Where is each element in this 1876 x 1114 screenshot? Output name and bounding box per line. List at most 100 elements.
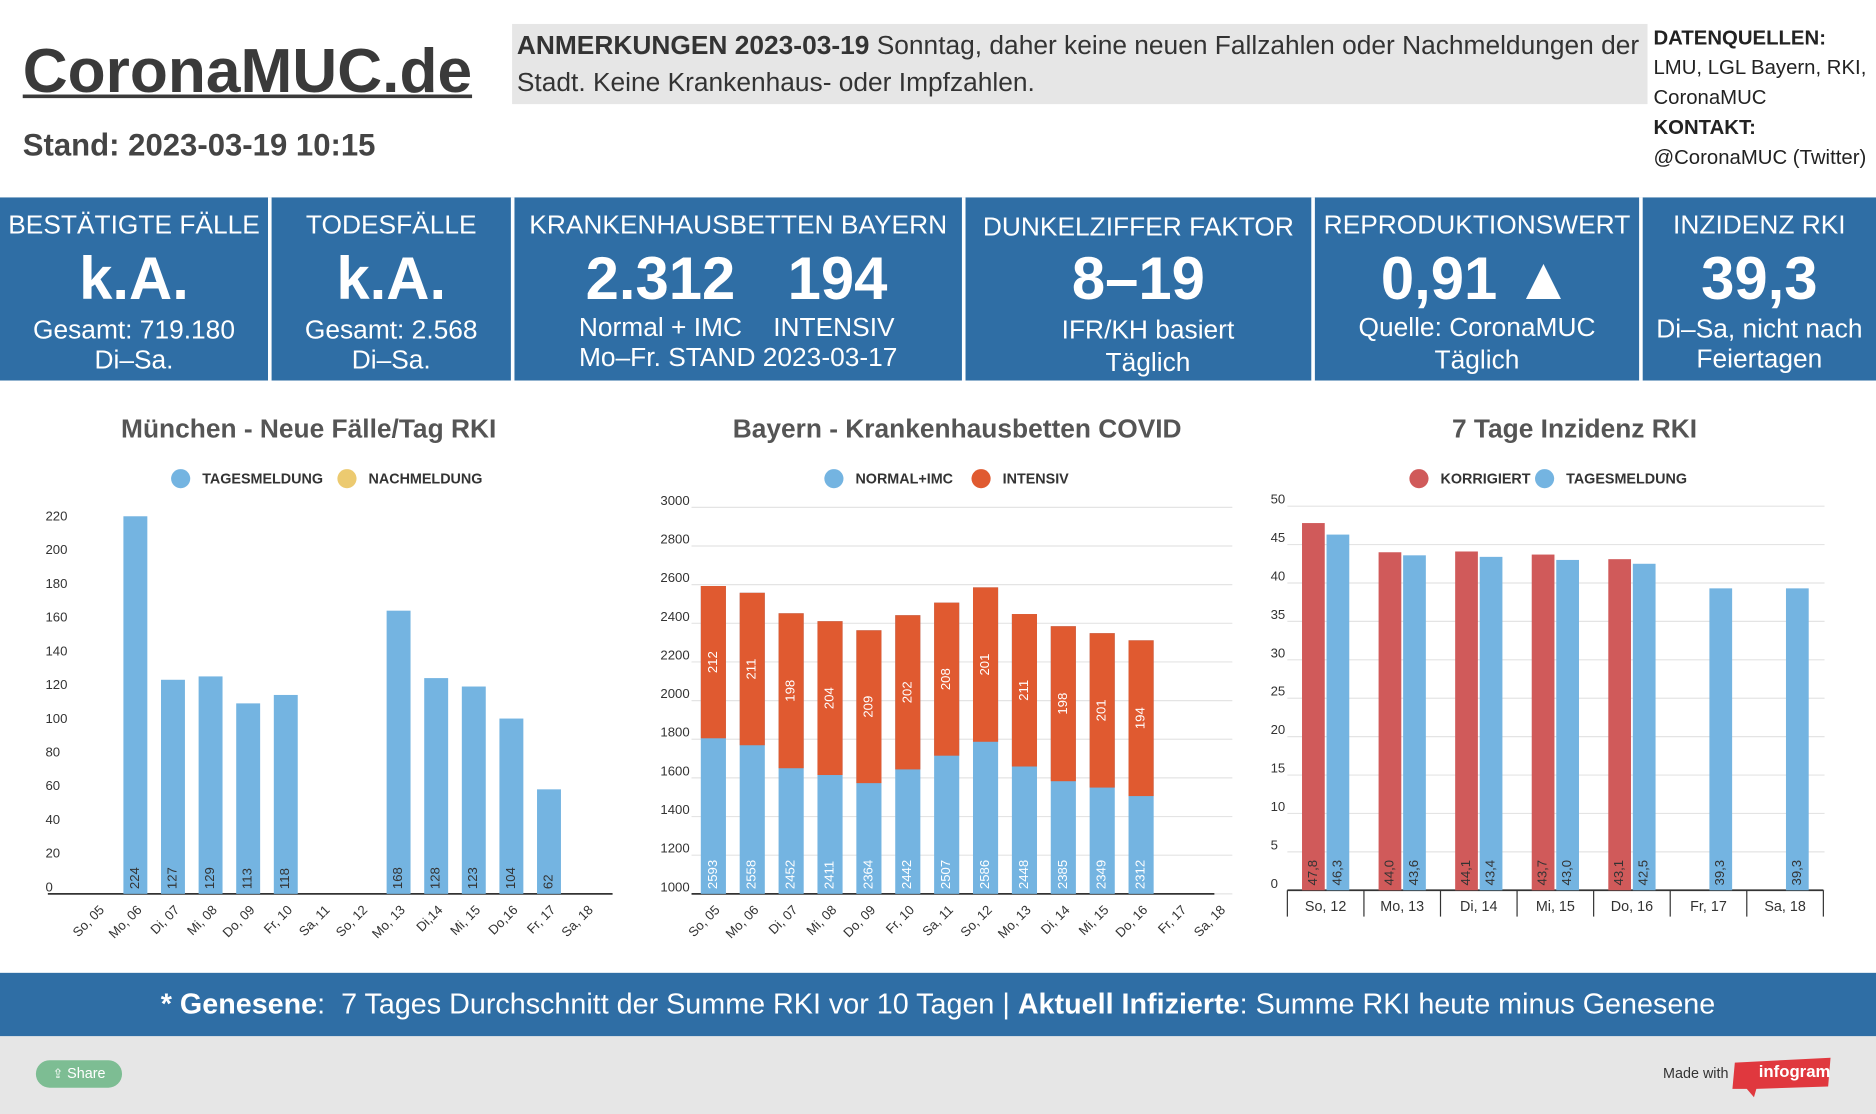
value-label: 62 xyxy=(540,874,555,889)
x-tick-label: Mi, 08 xyxy=(803,902,839,938)
value-label: 209 xyxy=(860,696,875,718)
x-tick-label: Mi, 15 xyxy=(1076,902,1112,938)
y-tick-label: 20 xyxy=(1271,722,1286,737)
value-label: 2364 xyxy=(860,860,875,889)
bar xyxy=(817,621,843,776)
legend-label: TAGESMELDUNG xyxy=(1566,472,1687,488)
brand[interactable]: infogram xyxy=(1758,1061,1831,1081)
bar xyxy=(972,587,999,742)
separator xyxy=(1639,197,1643,381)
y-tick-label: 0 xyxy=(45,879,52,894)
footer-text: : 7 Tages Durchschnitt der Summe RKI vor… xyxy=(317,988,1018,1021)
bar xyxy=(856,630,882,784)
bar xyxy=(537,789,561,894)
kpi: KRANKENHAUSBETTEN BAYERN 2.312 194 Norma… xyxy=(514,197,961,380)
separator xyxy=(510,197,515,381)
kpi-title: DUNKELZIFFER FAKTOR xyxy=(982,211,1294,242)
value-label: 198 xyxy=(1055,693,1070,715)
y-tick-label: 20 xyxy=(45,846,60,861)
y-tick-label: 2200 xyxy=(660,647,689,662)
value-label: 2411 xyxy=(821,861,836,889)
site-title[interactable]: CoronaMUC.de xyxy=(22,37,473,107)
bar xyxy=(1785,588,1809,891)
value-label: 43,4 xyxy=(1483,860,1498,886)
value-label: 44,1 xyxy=(1458,860,1473,886)
share-button[interactable]: ⇪ Share xyxy=(35,1060,123,1088)
x-tick-label: Mo, 13 xyxy=(995,902,1034,941)
x-tick-label: Do, 16 xyxy=(1112,902,1150,940)
sources-text: LMU, LGL Bayern, RKI, CoronaMUC xyxy=(1653,56,1867,109)
notes-label: ANMERKUNGEN 2023-03-19 xyxy=(516,29,870,60)
kpi-caption: INTENSIV xyxy=(773,312,895,343)
share-label: Share xyxy=(67,1064,106,1082)
kpi-title: KRANKENHAUSBETTEN BAYERN xyxy=(529,209,948,240)
bar xyxy=(386,610,411,894)
value-label: 2349 xyxy=(1094,860,1109,889)
bar xyxy=(1050,626,1076,782)
value-label: 123 xyxy=(465,867,480,889)
legend-label: NACHMELDUNG xyxy=(369,472,483,488)
y-tick-label: 1200 xyxy=(660,841,689,856)
bar xyxy=(236,703,261,894)
bar xyxy=(1632,563,1656,891)
value-label: 198 xyxy=(783,680,798,702)
value-label: 104 xyxy=(503,867,518,889)
y-tick-label: 35 xyxy=(1271,607,1286,622)
kpi: BESTÄTIGTE FÄLLE k.A. Gesamt: 719.180 Di… xyxy=(0,197,268,380)
kpi-title: BESTÄTIGTE FÄLLE xyxy=(8,209,260,240)
value-label: 43,7 xyxy=(1535,860,1550,886)
value-label: 44,0 xyxy=(1381,860,1396,886)
y-tick-label: 40 xyxy=(1271,568,1286,583)
separator xyxy=(961,197,966,381)
legend-label: KORRIGIERT xyxy=(1441,472,1531,488)
notes-text: Sonntag, daher keine neuen Fallzahlen od… xyxy=(516,29,1640,97)
x-tick-label: Fr, 10 xyxy=(883,902,917,936)
value-label: 2507 xyxy=(938,860,953,889)
legend-label: NORMAL+IMC xyxy=(855,472,953,488)
brand-logo[interactable] xyxy=(1730,1055,1833,1098)
value-label: 212 xyxy=(705,651,720,673)
sources: DATENQUELLEN: LMU, LGL Bayern, RKI, Coro… xyxy=(1653,23,1868,173)
x-tick-label: Do,16 xyxy=(485,902,520,937)
x-tick-label: Sa, 11 xyxy=(919,902,956,939)
y-tick-label: 2000 xyxy=(660,686,689,701)
y-tick-label: 160 xyxy=(45,610,67,625)
value-label: 46,3 xyxy=(1329,860,1344,886)
value-label: 2452 xyxy=(783,860,798,889)
bar xyxy=(700,586,726,739)
x-tick-label: So, 05 xyxy=(685,902,723,940)
kpi-line: Gesamt: 719.180 xyxy=(33,314,235,345)
x-tick-label: Do, 09 xyxy=(840,902,878,940)
kpi-title: TODESFÄLLE xyxy=(305,209,477,240)
x-tick-label: Sa, 18 xyxy=(558,902,596,940)
bar xyxy=(1531,554,1555,891)
y-tick-label: 120 xyxy=(45,677,67,692)
bar xyxy=(1403,555,1426,891)
legend-label: INTENSIV xyxy=(1003,472,1070,488)
bar xyxy=(1455,551,1478,891)
value-label: 2312 xyxy=(1133,860,1148,889)
value-label: 2442 xyxy=(899,860,914,889)
x-tick-label: Mo, 13 xyxy=(1380,899,1424,915)
kpi-line: IFR/KH basiert xyxy=(1061,314,1235,345)
value-label: 43,1 xyxy=(1611,860,1626,886)
kpi-value: k.A. xyxy=(79,245,189,313)
value-label: 43,0 xyxy=(1559,860,1574,886)
kpi-value: 8–19 xyxy=(1071,245,1205,313)
y-tick-label: 100 xyxy=(45,711,67,726)
y-tick-label: 200 xyxy=(45,542,67,557)
value-label: 39,3 xyxy=(1712,860,1727,886)
value-label: 128 xyxy=(428,867,443,889)
value-label: 194 xyxy=(1133,707,1148,729)
share-icon: ⇪ xyxy=(52,1067,68,1082)
legend-label: TAGESMELDUNG xyxy=(202,472,323,488)
chart-title: Bayern - Krankenhausbetten COVID xyxy=(733,414,1182,444)
value-label: 2586 xyxy=(977,860,992,889)
y-tick-label: 1800 xyxy=(660,725,689,740)
y-tick-label: 2600 xyxy=(660,570,689,585)
kpi-line: Gesamt: 2.568 xyxy=(304,314,478,345)
y-tick-label: 0 xyxy=(1271,876,1278,891)
value-label: 208 xyxy=(938,668,953,690)
